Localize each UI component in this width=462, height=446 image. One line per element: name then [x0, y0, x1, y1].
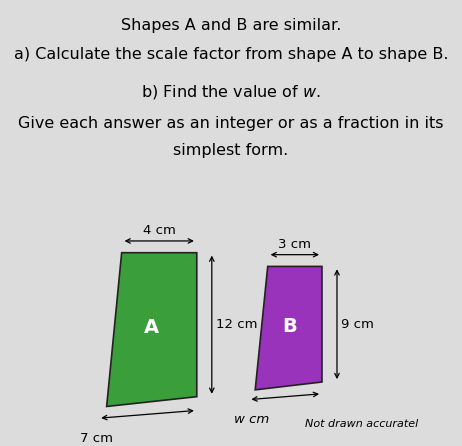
Text: Shapes A and B are similar.: Shapes A and B are similar.	[121, 18, 341, 33]
Text: A: A	[144, 318, 159, 337]
Text: 4 cm: 4 cm	[143, 224, 176, 237]
Text: 12 cm: 12 cm	[216, 318, 257, 331]
Text: 7 cm: 7 cm	[80, 432, 113, 445]
Text: B: B	[282, 317, 297, 336]
Text: Not drawn accuratel: Not drawn accuratel	[304, 419, 418, 429]
Text: simplest form.: simplest form.	[173, 143, 289, 158]
Text: w cm: w cm	[234, 413, 269, 426]
Text: a) Calculate the scale factor from shape A to shape B.: a) Calculate the scale factor from shape…	[14, 47, 448, 62]
Text: 3 cm: 3 cm	[278, 238, 311, 251]
Polygon shape	[107, 253, 197, 406]
Polygon shape	[255, 266, 322, 390]
Text: Give each answer as an integer or as a fraction in its: Give each answer as an integer or as a f…	[18, 116, 444, 131]
Text: 9 cm: 9 cm	[341, 318, 374, 331]
Text: b) Find the value of $w$.: b) Find the value of $w$.	[141, 83, 321, 101]
